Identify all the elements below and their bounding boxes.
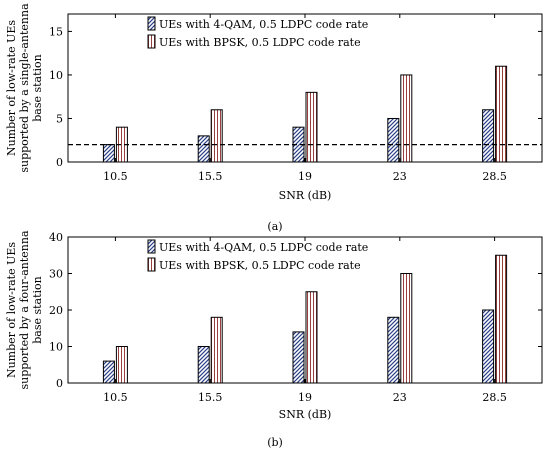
y-axis-label-line: Number of low-rate UEs [5,20,18,156]
bar-4qam-23 [387,117,400,163]
legend-label-bpsk: UEs with BPSK, 0.5 LDPC code rate [159,36,361,49]
y-ticks-a: 0 5 10 15 [49,25,542,169]
x-tick-label: 19 [298,391,312,404]
x-tick-label: 23 [393,391,407,404]
bar-bpsk-23 [400,74,413,163]
y-ticks-b: 0 10 20 30 40 [49,231,542,390]
y-axis-label-line: supported by a single-antenna [18,3,31,173]
legend-label-4qam: UEs with 4-QAM, 0.5 LDPC code rate [159,241,368,254]
y-tick-label: 5 [56,112,63,125]
legend-b: UEs with 4-QAM, 0.5 LDPC code rate UEs w… [147,239,368,272]
x-tick-label: 10.5 [103,391,128,404]
bar-bpsk-15.5 [210,109,223,163]
x-axis-label-a: SNR (dB) [279,189,332,202]
legend-label-bpsk: UEs with BPSK, 0.5 LDPC code rate [159,259,361,272]
bar-bpsk-10.5 [115,346,128,384]
y-axis-label-line: Number of low-rate UEs [5,242,18,378]
y-axis-label-line: supported by a four-antenna [18,230,31,389]
y-tick-label: 10 [49,69,63,82]
bar-bpsk-23 [400,273,413,384]
bar-bpsk-19 [305,91,318,163]
x-ticks-b: 10.5 15.5 19 23 28.5 [103,237,507,404]
x-tick-label: 15.5 [198,391,223,404]
y-tick-label: 20 [49,304,63,317]
panel-caption-b: (b) [267,436,283,449]
bars-a [102,65,508,163]
x-ticks-a: 10.5 15.5 19 23 28.5 [103,14,507,183]
y-axis-label-line: base station [31,276,44,344]
y-axis-label-a: Number of low-rate UEs supported by a si… [5,3,44,173]
bar-4qam-10.5 [102,360,115,384]
y-tick-label: 30 [49,268,63,281]
chart-panel-b: 0 10 20 30 40 10.5 15.5 19 23 28.5 UEs with 4-QA… [5,230,543,449]
bar-4qam-15.5 [197,135,210,163]
bar-4qam-19 [292,331,305,384]
legend-swatch-bpsk [147,34,156,49]
x-tick-label: 28.5 [482,170,507,183]
bar-4qam-28.5 [482,109,495,163]
bar-4qam-15.5 [197,346,210,384]
bar-4qam-10.5 [102,144,115,163]
x-tick-label: 15.5 [198,170,223,183]
bar-bpsk-19 [305,291,318,384]
x-tick-label: 10.5 [103,170,128,183]
bar-4qam-23 [387,316,400,384]
bar-bpsk-28.5 [495,254,508,384]
bars-b [102,254,508,384]
legend-swatch-4qam [147,16,156,31]
y-tick-label: 0 [56,156,63,169]
y-tick-label: 15 [49,25,63,38]
y-tick-label: 0 [56,377,63,390]
bar-bpsk-28.5 [495,65,508,163]
x-tick-label: 23 [393,170,407,183]
x-tick-label: 19 [298,170,312,183]
bar-4qam-28.5 [482,309,495,384]
y-tick-label: 40 [49,231,63,244]
panel-caption-a: (a) [267,220,282,233]
y-tick-label: 10 [49,341,63,354]
bar-bpsk-15.5 [210,316,223,384]
legend-swatch-bpsk [147,257,156,272]
y-axis-label-line: base station [31,54,44,122]
y-axis-label-b: Number of low-rate UEs supported by a fo… [5,230,44,389]
chart-panel-a: 0 5 10 15 10.5 15.5 19 23 28.5 UEs with 4-QAM, … [5,3,543,233]
legend-swatch-4qam [147,239,156,254]
x-axis-label-b: SNR (dB) [279,408,332,421]
x-tick-label: 28.5 [482,391,507,404]
legend-a: UEs with 4-QAM, 0.5 LDPC code rate UEs w… [147,16,368,49]
legend-label-4qam: UEs with 4-QAM, 0.5 LDPC code rate [159,18,368,31]
